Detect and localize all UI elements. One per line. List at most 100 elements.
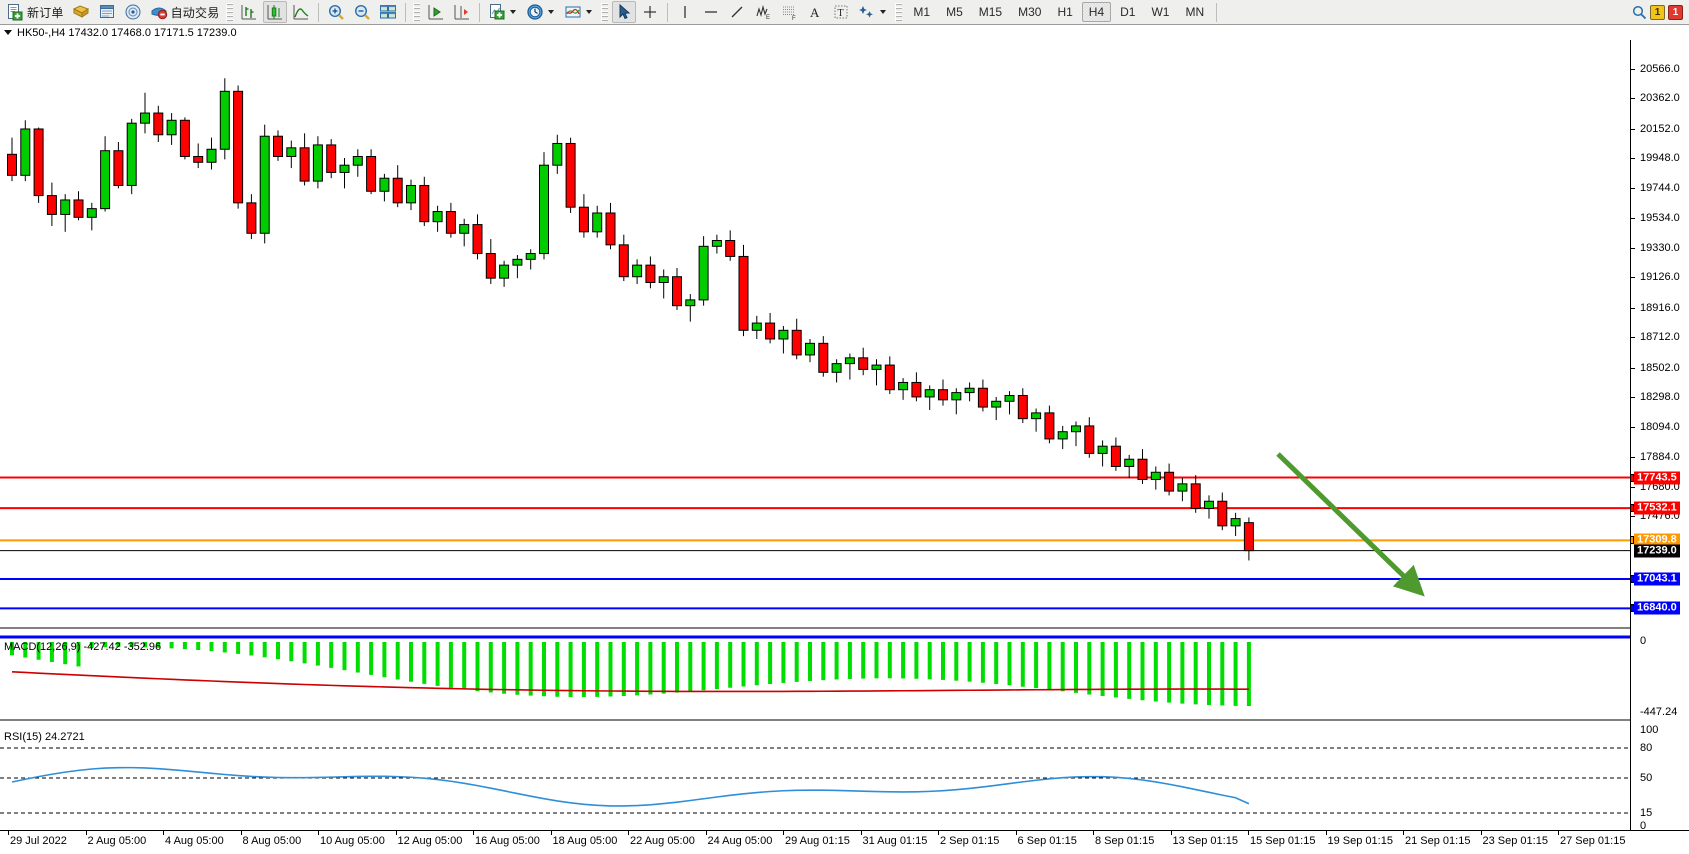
price-scale[interactable]: 20566.0 20362.0 20152.0 19948.0 19744.0 19534… [1631, 40, 1689, 830]
toolbar-grip[interactable] [895, 2, 903, 22]
new-chart-button[interactable] [485, 1, 521, 23]
toolbar-status-group: 1 1 [1631, 4, 1687, 20]
candle [898, 378, 909, 400]
period-button[interactable] [523, 1, 559, 23]
candle [259, 124, 270, 244]
candle [472, 214, 483, 260]
price-chip-last-price[interactable]: 17239.0 [1634, 544, 1680, 558]
line-chart-button[interactable] [289, 1, 313, 23]
cursor-button[interactable] [612, 1, 637, 23]
time-tick-label: 24 Aug 05:00 [707, 835, 773, 847]
candle [818, 336, 829, 377]
playback-forward-button[interactable] [424, 1, 448, 23]
candle [751, 315, 762, 339]
data-window-button[interactable] [95, 1, 119, 23]
shapes-button[interactable] [855, 1, 891, 23]
zoom-out-button[interactable] [350, 1, 374, 23]
status-badge-lock[interactable]: 1 [1650, 4, 1665, 20]
candle [738, 244, 749, 337]
open-folder-button[interactable] [69, 1, 93, 23]
timeframe-button-mn[interactable]: MN [1185, 5, 1205, 19]
timeframe-button-m30[interactable]: M30 [1018, 5, 1042, 19]
candle [1150, 466, 1161, 490]
expert-advisor-button[interactable]: 自动交易 [147, 1, 223, 23]
candlestick-series [0, 78, 1630, 814]
price-tick-label: 18916.0 [1640, 301, 1680, 314]
elliott-wave-button[interactable]: E [751, 1, 775, 23]
timeframe-button-h1[interactable]: H1 [1057, 5, 1073, 19]
candle [658, 269, 669, 299]
collapse-triangle-icon[interactable] [4, 30, 12, 35]
playback-step-button[interactable] [450, 1, 474, 23]
search-icon[interactable] [1631, 4, 1647, 20]
time-scale[interactable]: 29 Jul 2022 2 Aug 05:00 4 Aug 05:00 8 Aug 0… [0, 830, 1689, 854]
price-plot[interactable]: MACD(12,26,9) -427.42 -352.96 RSI(15) 24… [0, 40, 1631, 830]
candle [1017, 388, 1028, 424]
fibonacci-button[interactable]: F [777, 1, 801, 23]
horizontal-line-button[interactable] [699, 1, 723, 23]
candle [153, 105, 164, 143]
timeframe-button-m5[interactable]: M5 [946, 5, 963, 19]
crosshair-button[interactable] [638, 1, 662, 23]
candle [858, 347, 869, 376]
price-chip-support-line[interactable]: 17043.1 [1634, 572, 1680, 586]
horizontal-line-icon [705, 11, 718, 13]
candle [778, 325, 789, 354]
candle [1177, 478, 1188, 502]
chevron-down-icon[interactable] [548, 10, 555, 14]
candle [445, 202, 456, 238]
zoom-in-button[interactable] [324, 1, 348, 23]
price-line-handle[interactable] [1631, 536, 1634, 545]
new-order-button[interactable]: 新订单 [3, 1, 67, 23]
candle [1110, 437, 1121, 471]
period-icon [527, 4, 544, 20]
text-box-button[interactable]: T [829, 1, 853, 23]
candlestick-chart-button[interactable] [263, 1, 288, 23]
price-line-handle[interactable] [1631, 504, 1634, 513]
vertical-line-button[interactable] [673, 1, 697, 23]
price-chip-pivot-line[interactable]: 17309.8 [1634, 533, 1680, 547]
timeframe-button-h4[interactable]: H4 [1081, 2, 1112, 22]
price-chip-support-line[interactable]: 16840.0 [1634, 601, 1680, 615]
time-tick [85, 831, 87, 835]
chevron-down-icon[interactable] [880, 10, 887, 14]
price-chip-resistance-line[interactable]: 17743.5 [1634, 471, 1680, 485]
time-tick-label: 31 Aug 01:15 [862, 835, 928, 847]
price-line-handle[interactable] [1631, 473, 1634, 482]
candle [352, 149, 363, 177]
price-line-handle[interactable] [1631, 574, 1634, 583]
chevron-down-icon[interactable] [586, 10, 593, 14]
tile-windows-button[interactable] [376, 1, 400, 23]
text-label-button[interactable]: A [803, 1, 827, 23]
chevron-down-icon[interactable] [510, 10, 517, 14]
price-tick [1631, 98, 1635, 100]
down-trend-arrow[interactable] [1276, 452, 1425, 597]
indicators-button[interactable] [561, 1, 597, 23]
new-chart-icon [490, 4, 505, 20]
time-tick-label: 4 Aug 05:00 [165, 835, 224, 847]
bar-chart-button[interactable] [237, 1, 261, 23]
toolbar-grip[interactable] [226, 2, 234, 22]
trendline-button[interactable] [725, 1, 749, 23]
svg-text:T: T [838, 8, 844, 19]
status-badge-alert[interactable]: 1 [1668, 4, 1683, 20]
price-tick [1631, 337, 1635, 339]
toolbar-grip[interactable] [601, 2, 609, 22]
playback-step-icon [454, 5, 470, 20]
time-tick [550, 831, 552, 835]
candle [1217, 492, 1228, 531]
candle [552, 134, 563, 174]
navigator-button[interactable] [121, 1, 145, 23]
timeframe-button-m15[interactable]: M15 [978, 5, 1003, 19]
symbol-ohlc-text: HK50-,H4 17432.0 17468.0 17171.5 17239.0 [17, 26, 237, 39]
candle [698, 236, 709, 306]
indicators-icon [565, 6, 581, 18]
timeframe-button-m1[interactable]: M1 [913, 5, 931, 19]
toolbar-grip[interactable] [413, 2, 421, 22]
main-toolbar: 新订单 [0, 0, 1689, 25]
price-chip-resistance-line[interactable]: 17532.1 [1634, 501, 1680, 515]
timeframe-button-d1[interactable]: D1 [1120, 5, 1136, 19]
price-line-handle[interactable] [1631, 604, 1634, 613]
time-tick [1093, 831, 1094, 835]
timeframe-button-w1[interactable]: W1 [1151, 5, 1170, 19]
